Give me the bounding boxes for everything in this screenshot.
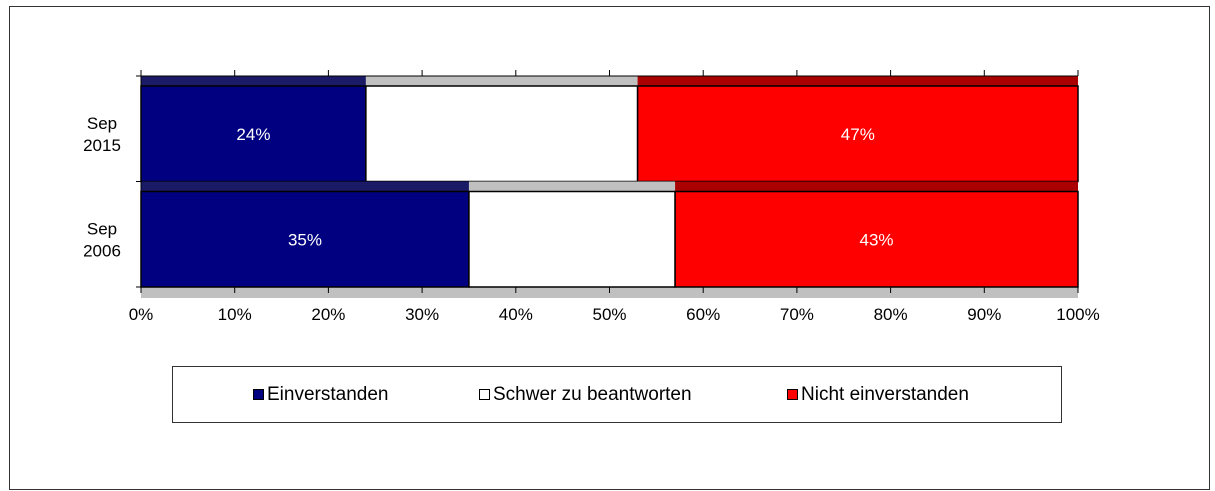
bar-schwer-zu-beantworten (468, 190, 676, 288)
bar-nicht-einverstanden (636, 85, 1079, 183)
bar-top-strip (141, 181, 469, 192)
x-tick-label: 90% (967, 305, 1001, 324)
category-label: 2015 (83, 136, 121, 155)
bar-top-strip (637, 76, 1078, 86)
x-tick-label: 40% (499, 305, 533, 324)
x-tick-label: 100% (1056, 305, 1099, 324)
x-tick-label: 20% (311, 305, 345, 324)
category-label: 2006 (83, 241, 121, 260)
x-tick-label: 50% (592, 305, 626, 324)
legend-swatch (787, 389, 798, 400)
x-tick-label: 80% (874, 305, 908, 324)
legend-item: Nicht einverstanden (787, 367, 969, 422)
category-label: Sep (87, 114, 117, 133)
bar-nicht-einverstanden (674, 190, 1079, 288)
legend-item: Schwer zu beantworten (479, 367, 692, 422)
chart-legend: Einverstanden Schwer zu beantworten Nicht … (172, 366, 1062, 423)
legend-label: Einverstanden (267, 383, 389, 405)
bar-top-strip (468, 181, 676, 192)
legend-swatch (253, 389, 264, 400)
bar-einverstanden (140, 190, 470, 288)
legend-item: Einverstanden (253, 367, 388, 422)
bar-top-strip (141, 76, 366, 86)
data-label: 43% (860, 230, 894, 249)
bar-top-strip (675, 181, 1078, 192)
bar-schwer-zu-beantworten (365, 85, 639, 183)
bar-top-strip (365, 76, 638, 86)
data-label: 24% (236, 125, 270, 144)
data-label: 35% (288, 230, 322, 249)
x-tick-label: 10% (218, 305, 252, 324)
x-tick-label: 0% (129, 305, 154, 324)
x-tick-label: 70% (780, 305, 814, 324)
legend-swatch (479, 389, 490, 400)
legend-label: Schwer zu beantworten (493, 383, 692, 405)
legend-label: Nicht einverstanden (801, 383, 969, 405)
x-tick-label: 30% (405, 305, 439, 324)
category-label: Sep (87, 219, 117, 238)
data-label: 47% (841, 125, 875, 144)
bar-einverstanden (140, 85, 367, 183)
x-tick-label: 60% (686, 305, 720, 324)
